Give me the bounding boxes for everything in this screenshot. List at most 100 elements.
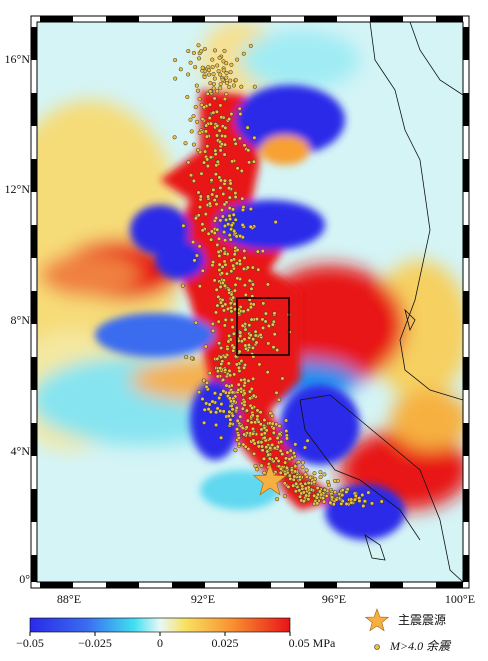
aftershock — [222, 223, 227, 229]
aftershock — [193, 65, 198, 70]
aftershock — [180, 283, 185, 288]
aftershock — [231, 263, 236, 268]
aftershock — [255, 249, 260, 254]
aftershock — [227, 368, 232, 373]
legend-label: M>4.0 余震 — [389, 639, 452, 653]
aftershock — [270, 442, 275, 447]
aftershock — [220, 264, 225, 269]
aftershock — [286, 484, 291, 489]
aftershock — [191, 142, 196, 147]
aftershock — [219, 402, 224, 407]
aftershock — [252, 135, 257, 140]
aftershock — [265, 370, 270, 375]
study-box — [236, 297, 290, 356]
aftershock — [243, 292, 248, 297]
aftershock — [267, 456, 272, 461]
legend-dot — [374, 644, 380, 650]
aftershock — [283, 460, 288, 465]
aftershock — [193, 104, 198, 110]
lat-label: 12°N — [5, 182, 31, 196]
aftershock — [255, 408, 260, 413]
aftershock — [238, 333, 243, 339]
aftershock — [282, 481, 287, 486]
aftershock — [274, 390, 279, 395]
aftershock — [249, 317, 254, 322]
aftershock — [236, 433, 241, 438]
aftershock — [248, 333, 253, 338]
aftershock — [248, 43, 253, 48]
aftershock — [227, 333, 232, 338]
aftershock — [224, 61, 229, 66]
aftershock — [243, 343, 248, 348]
aftershock — [220, 304, 225, 309]
aftershock — [223, 125, 228, 130]
aftershock — [207, 72, 212, 77]
aftershock — [236, 382, 241, 387]
aftershock — [215, 374, 220, 379]
aftershock — [330, 495, 335, 500]
aftershock — [188, 117, 193, 122]
aftershock — [203, 149, 208, 154]
colorbar-label: 0.025 — [212, 636, 239, 650]
aftershock — [284, 436, 289, 441]
aftershock — [226, 361, 231, 366]
aftershock — [185, 94, 190, 100]
legend-label: 主震震源 — [398, 613, 446, 627]
aftershock — [196, 190, 201, 195]
aftershock — [232, 252, 237, 257]
aftershock — [247, 278, 252, 283]
aftershock — [314, 495, 319, 500]
aftershock — [233, 194, 238, 200]
aftershock — [188, 173, 194, 178]
aftershock — [304, 468, 309, 473]
aftershock — [228, 78, 233, 83]
aftershock — [224, 70, 229, 75]
aftershock — [192, 258, 197, 263]
aftershock — [227, 186, 232, 191]
aftershock — [191, 178, 196, 183]
aftershock — [223, 317, 228, 322]
aftershock — [334, 497, 339, 502]
aftershock — [203, 344, 208, 349]
aftershock — [212, 198, 217, 203]
aftershock — [214, 410, 219, 415]
aftershock — [270, 421, 275, 426]
aftershock — [231, 331, 236, 336]
aftershock — [221, 308, 227, 313]
aftershock — [259, 432, 264, 437]
aftershock — [230, 390, 235, 395]
aftershock — [226, 339, 231, 344]
map-frame — [30, 15, 470, 589]
aftershock — [245, 125, 250, 130]
aftershock — [250, 405, 255, 411]
aftershock — [291, 450, 296, 456]
aftershock — [263, 311, 268, 316]
aftershock — [229, 111, 234, 117]
aftershock — [225, 306, 231, 311]
aftershock — [202, 46, 207, 52]
aftershock — [249, 420, 254, 425]
aftershock — [315, 485, 320, 491]
aftershock — [222, 178, 228, 183]
aftershocks — [172, 43, 384, 509]
aftershock — [211, 86, 216, 91]
aftershock — [379, 499, 384, 504]
aftershock — [224, 75, 229, 80]
aftershock — [218, 366, 223, 371]
aftershock — [173, 76, 178, 81]
aftershock — [229, 403, 234, 409]
aftershock — [340, 488, 345, 493]
aftershock — [231, 83, 236, 88]
aftershock — [232, 229, 237, 234]
aftershock — [218, 284, 223, 289]
aftershock — [210, 321, 215, 326]
aftershock — [246, 378, 251, 383]
aftershock — [284, 418, 289, 423]
aftershock — [226, 414, 231, 419]
aftershock — [250, 282, 256, 287]
colorbar-label: 0 — [157, 636, 163, 650]
aftershock — [245, 418, 250, 423]
aftershock — [255, 467, 260, 472]
aftershock — [353, 493, 358, 498]
